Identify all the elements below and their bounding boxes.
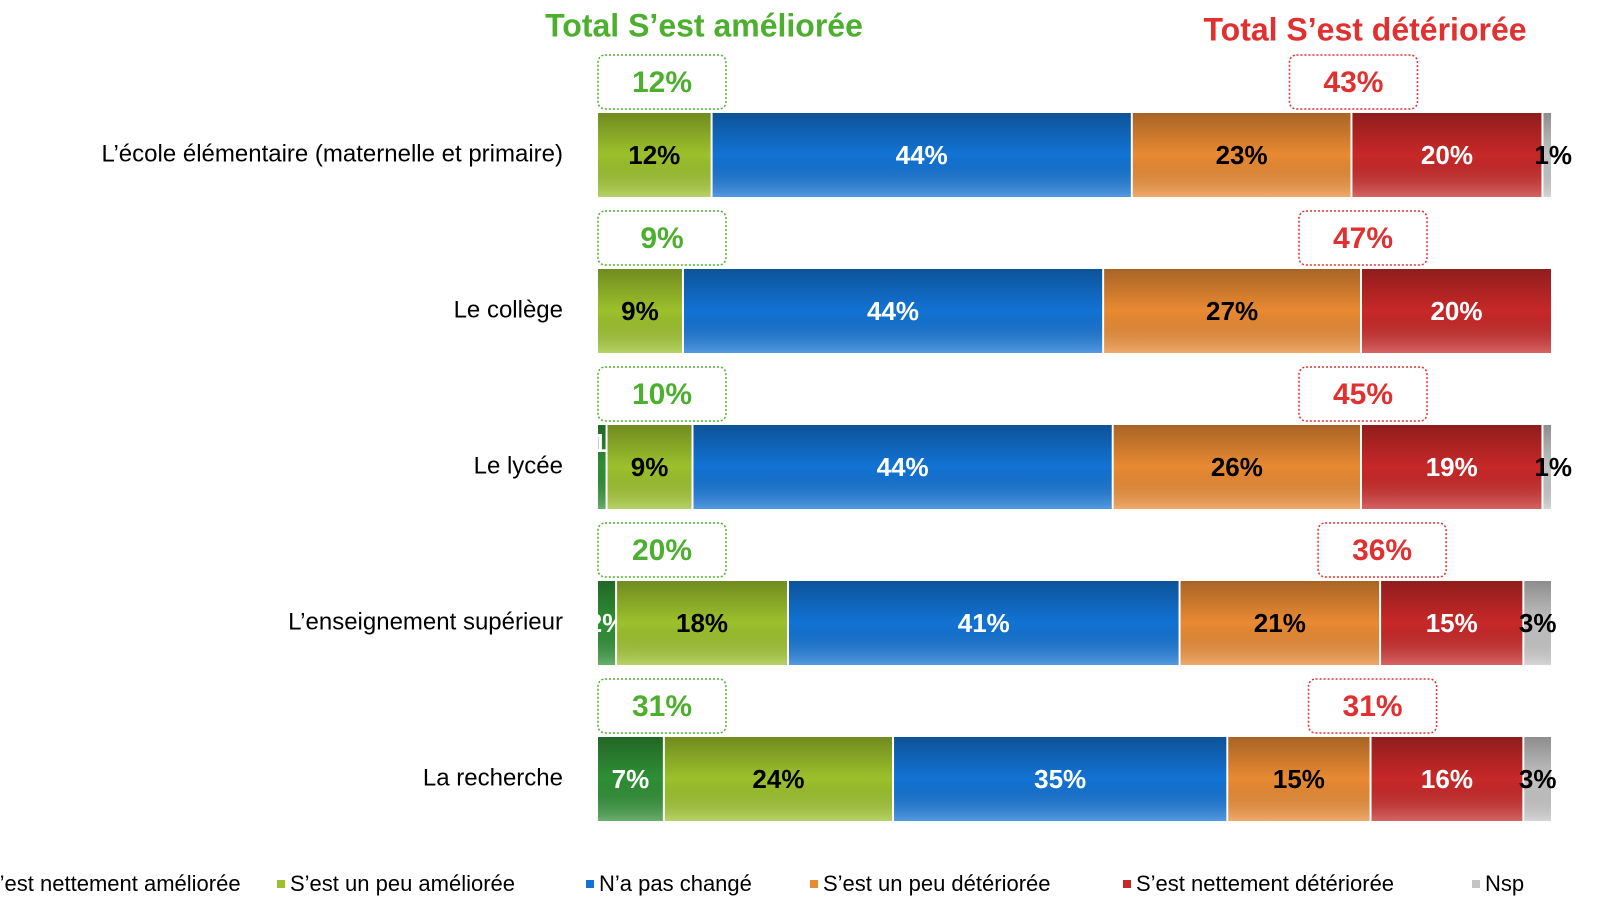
- bar-shade: [1543, 425, 1551, 509]
- legend-swatch: [277, 880, 285, 888]
- total-box: [1298, 366, 1428, 422]
- value-label: 1%: [1534, 140, 1572, 170]
- bar-shade: [1104, 269, 1360, 353]
- legend-label: S’est nettement détériorée: [1136, 871, 1394, 896]
- total-title: Total S’est détériorée: [1203, 11, 1526, 47]
- bar-shade: [1543, 113, 1551, 197]
- total-label: 31%: [1343, 690, 1403, 723]
- total-label: 45%: [1333, 378, 1393, 411]
- total-label: 12%: [632, 66, 692, 99]
- value-label: 7%: [612, 764, 650, 794]
- bar-shade: [789, 581, 1179, 665]
- total-label: 43%: [1323, 66, 1383, 99]
- bar-shade: [1371, 737, 1523, 821]
- legend-label: Nsp: [1485, 871, 1524, 896]
- total-label: 10%: [632, 378, 692, 411]
- bar-shade: [598, 269, 682, 353]
- bar-shade: [1132, 113, 1351, 197]
- value-label: 3%: [1519, 764, 1557, 794]
- bar-shade: [683, 269, 1103, 353]
- bar-shade: [1362, 425, 1542, 509]
- category-label: Le lycée: [474, 452, 563, 479]
- value-label: 20%: [1421, 140, 1473, 170]
- category-label: L’enseignement supérieur: [288, 608, 563, 635]
- total-box: [1307, 678, 1438, 734]
- bar-shade: [894, 737, 1227, 821]
- value-label: 44%: [896, 140, 948, 170]
- total-label: 31%: [632, 690, 692, 723]
- bar-shade: [1381, 581, 1523, 665]
- value-label: 12%: [628, 140, 680, 170]
- value-label: 15%: [1273, 764, 1325, 794]
- legend-label: S’est un peu améliorée: [290, 871, 515, 896]
- total-label: 36%: [1352, 534, 1412, 567]
- value-label: 35%: [1034, 764, 1086, 794]
- value-label: 9%: [621, 296, 659, 326]
- bar-shade: [1180, 581, 1380, 665]
- value-label: 24%: [752, 764, 804, 794]
- bar-shade: [1524, 737, 1551, 821]
- value-label: 20%: [1430, 296, 1482, 326]
- category-label: L’école élémentaire (maternelle et prima…: [101, 140, 563, 167]
- value-label: 21%: [1254, 608, 1306, 638]
- bar-shade: [598, 113, 711, 197]
- bar-shade: [1113, 425, 1360, 509]
- bar-shade: [617, 581, 787, 665]
- total-box: [597, 54, 727, 110]
- total-label: 47%: [1333, 222, 1393, 255]
- bar-shade: [1524, 581, 1551, 665]
- total-box: [597, 366, 727, 422]
- value-label: 26%: [1211, 452, 1263, 482]
- legend-swatch: [810, 880, 818, 888]
- bar-shade: [693, 425, 1112, 509]
- bar-shade: [598, 737, 663, 821]
- total-box: [1288, 54, 1419, 110]
- bar-shade: [664, 737, 893, 821]
- value-label: 15%: [1426, 608, 1478, 638]
- legend-swatch: [586, 880, 594, 888]
- total-box: [597, 678, 727, 734]
- bar-shade: [598, 581, 616, 665]
- bar-shade: [1352, 113, 1542, 197]
- value-label: 44%: [867, 296, 919, 326]
- total-title: Total S’est améliorée: [545, 7, 863, 43]
- legend-label: S’est nettement améliorée: [0, 871, 241, 896]
- value-label: 1%: [1534, 452, 1572, 482]
- bar-shade: [712, 113, 1131, 197]
- value-label: 3%: [1519, 608, 1557, 638]
- bar-shade: [1362, 269, 1551, 353]
- value-label: 18%: [676, 608, 728, 638]
- legend-swatch: [1472, 880, 1480, 888]
- bar-shade: [1228, 737, 1370, 821]
- category-label: La recherche: [423, 764, 563, 791]
- total-box: [1298, 210, 1428, 266]
- legend-label: N’a pas changé: [599, 871, 752, 896]
- total-box: [597, 210, 727, 266]
- total-box: [1317, 522, 1447, 578]
- value-label: 16%: [1421, 764, 1473, 794]
- value-label: 19%: [1426, 452, 1478, 482]
- bar-shade: [607, 425, 692, 509]
- total-label: 20%: [632, 534, 692, 567]
- value-label: 9%: [631, 452, 669, 482]
- total-box: [597, 522, 727, 578]
- bar-shade: [598, 425, 606, 509]
- value-label: 27%: [1206, 296, 1258, 326]
- value-label: 41%: [958, 608, 1010, 638]
- category-label: Le collège: [454, 296, 563, 323]
- legend-label: S’est un peu détériorée: [823, 871, 1051, 896]
- value-label: 23%: [1216, 140, 1268, 170]
- total-label: 9%: [640, 222, 683, 255]
- legend-swatch: [1123, 880, 1131, 888]
- value-label: 44%: [877, 452, 929, 482]
